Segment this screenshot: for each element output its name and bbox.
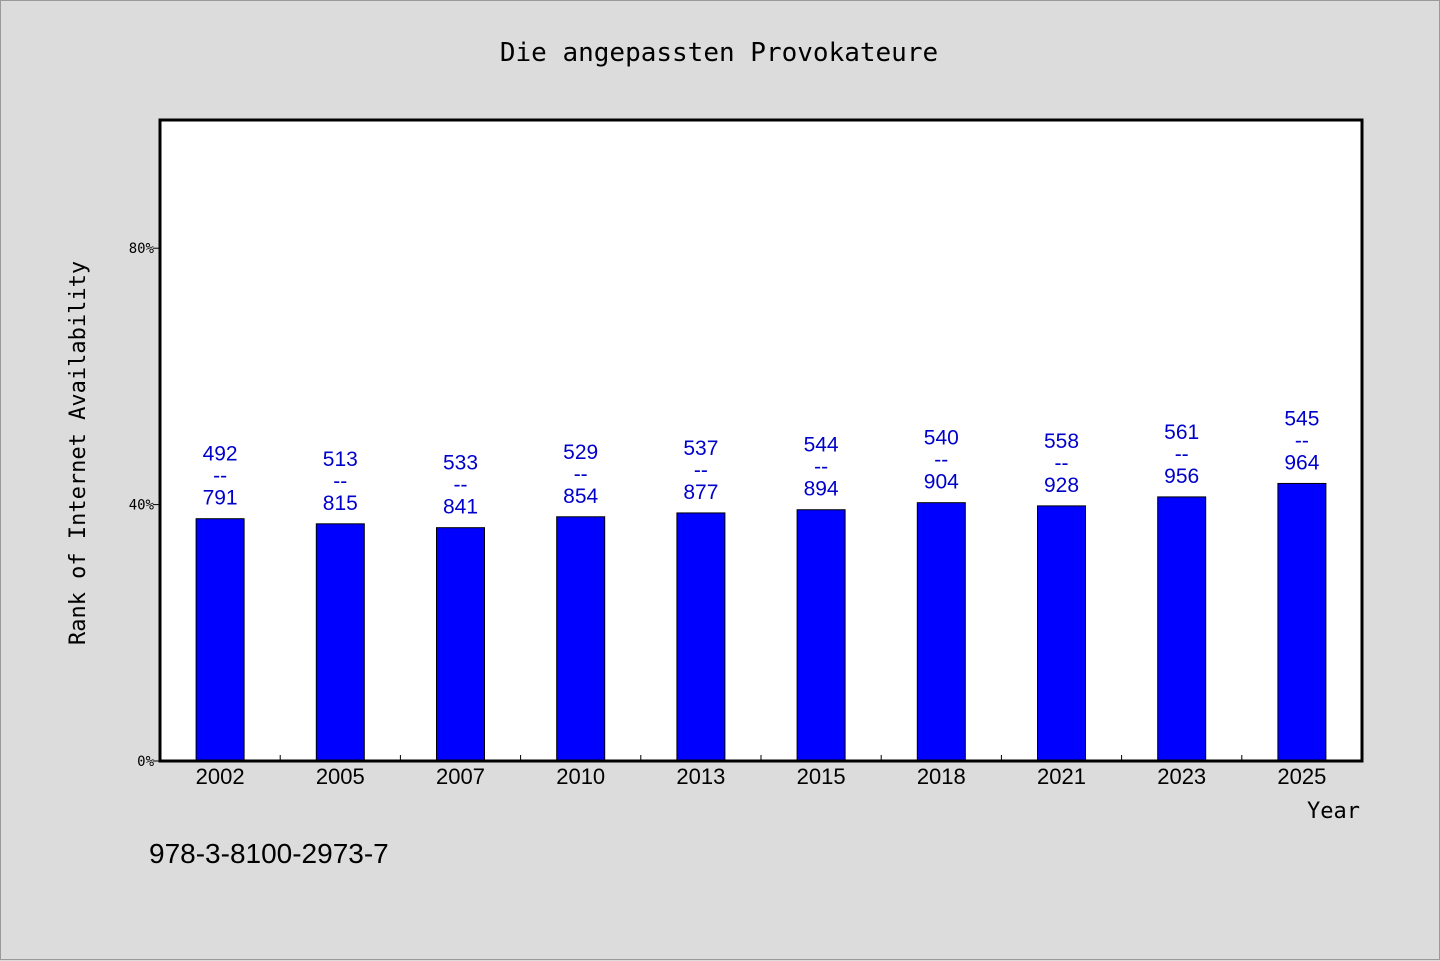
x-tick-label-2015: 2015: [797, 764, 846, 789]
data-label-2013-line1: 537: [683, 437, 718, 460]
y-tick-label-40: 40%: [129, 498, 155, 514]
data-label-2013-line2: --: [694, 459, 708, 482]
data-label-2002-line3: 791: [203, 487, 238, 510]
data-label-2007-line2: --: [454, 474, 468, 497]
y-axis-label: Rank of Internet Availability: [66, 261, 91, 645]
data-label-2005-line2: --: [333, 470, 347, 493]
data-label-2025-line3: 964: [1284, 451, 1319, 474]
x-tick-label-2018: 2018: [917, 764, 966, 789]
x-tick-label-2010: 2010: [556, 764, 605, 789]
data-label-2015-line3: 894: [804, 478, 839, 501]
x-tick-label-2013: 2013: [676, 764, 725, 789]
x-tick-label-2002: 2002: [196, 764, 245, 789]
data-label-2021-line2: --: [1055, 452, 1069, 475]
bar-2005: [315, 523, 365, 762]
bar-2018: [916, 502, 966, 762]
data-label-2005-line3: 815: [323, 492, 358, 515]
data-label-2007-line3: 841: [443, 496, 478, 519]
y-tick-label-0: 0%: [137, 754, 154, 770]
chart-title: Die angepassten Provokateure: [500, 38, 938, 68]
bar-2007: [436, 527, 485, 762]
data-label-2023-line3: 956: [1164, 465, 1199, 488]
x-tick-label-2005: 2005: [316, 764, 365, 789]
data-label-2002-line2: --: [213, 465, 227, 488]
data-label-2025-line2: --: [1295, 429, 1309, 452]
x-axis: 2002 2005 2007 2010 2013 2015 2018 2021 2023 2025: [196, 755, 1326, 789]
data-label-2010-line1: 529: [563, 441, 598, 464]
data-label-2025-line1: 545: [1284, 407, 1319, 430]
data-label-2013-line3: 877: [683, 481, 718, 504]
data-label-2010-line3: 854: [563, 485, 598, 508]
data-label-2015-line2: --: [814, 456, 828, 479]
data-label-2007-line1: 533: [443, 452, 478, 475]
data-label-2021-line1: 558: [1044, 430, 1079, 453]
x-tick-label-2023: 2023: [1157, 764, 1206, 789]
data-label-2018-line3: 904: [924, 471, 959, 494]
bar-2015: [796, 509, 846, 762]
x-tick-label-2025: 2025: [1277, 764, 1326, 789]
bar-2023: [1157, 496, 1207, 762]
y-tick-label-80: 80%: [129, 241, 155, 257]
data-label-2018-line1: 540: [924, 427, 959, 450]
data-labels: 492--791513--815533--841529--854537--877…: [203, 407, 1320, 518]
bar-2025: [1277, 482, 1327, 762]
data-label-2023-line1: 561: [1164, 421, 1199, 444]
bar-2002: [195, 518, 245, 762]
data-label-2018-line2: --: [934, 449, 948, 472]
data-label-2010-line2: --: [574, 463, 588, 486]
bar-2010: [556, 516, 606, 762]
x-tick-label-2007: 2007: [436, 764, 485, 789]
data-label-2023-line2: --: [1175, 443, 1189, 466]
bar-2021: [1037, 505, 1086, 762]
x-axis-label: Year: [1307, 799, 1360, 824]
y-axis: 0% 40% 80%: [129, 241, 160, 770]
data-label-2015-line1: 544: [804, 434, 839, 457]
data-label-2002-line1: 492: [203, 443, 238, 466]
x-tick-label-2021: 2021: [1037, 764, 1086, 789]
data-label-2005-line1: 513: [323, 448, 358, 471]
bars: [195, 482, 1327, 762]
bar-2013: [676, 512, 726, 762]
isbn-footnote: 978-3-8100-2973-7: [149, 838, 389, 869]
data-label-2021-line3: 928: [1044, 474, 1079, 497]
